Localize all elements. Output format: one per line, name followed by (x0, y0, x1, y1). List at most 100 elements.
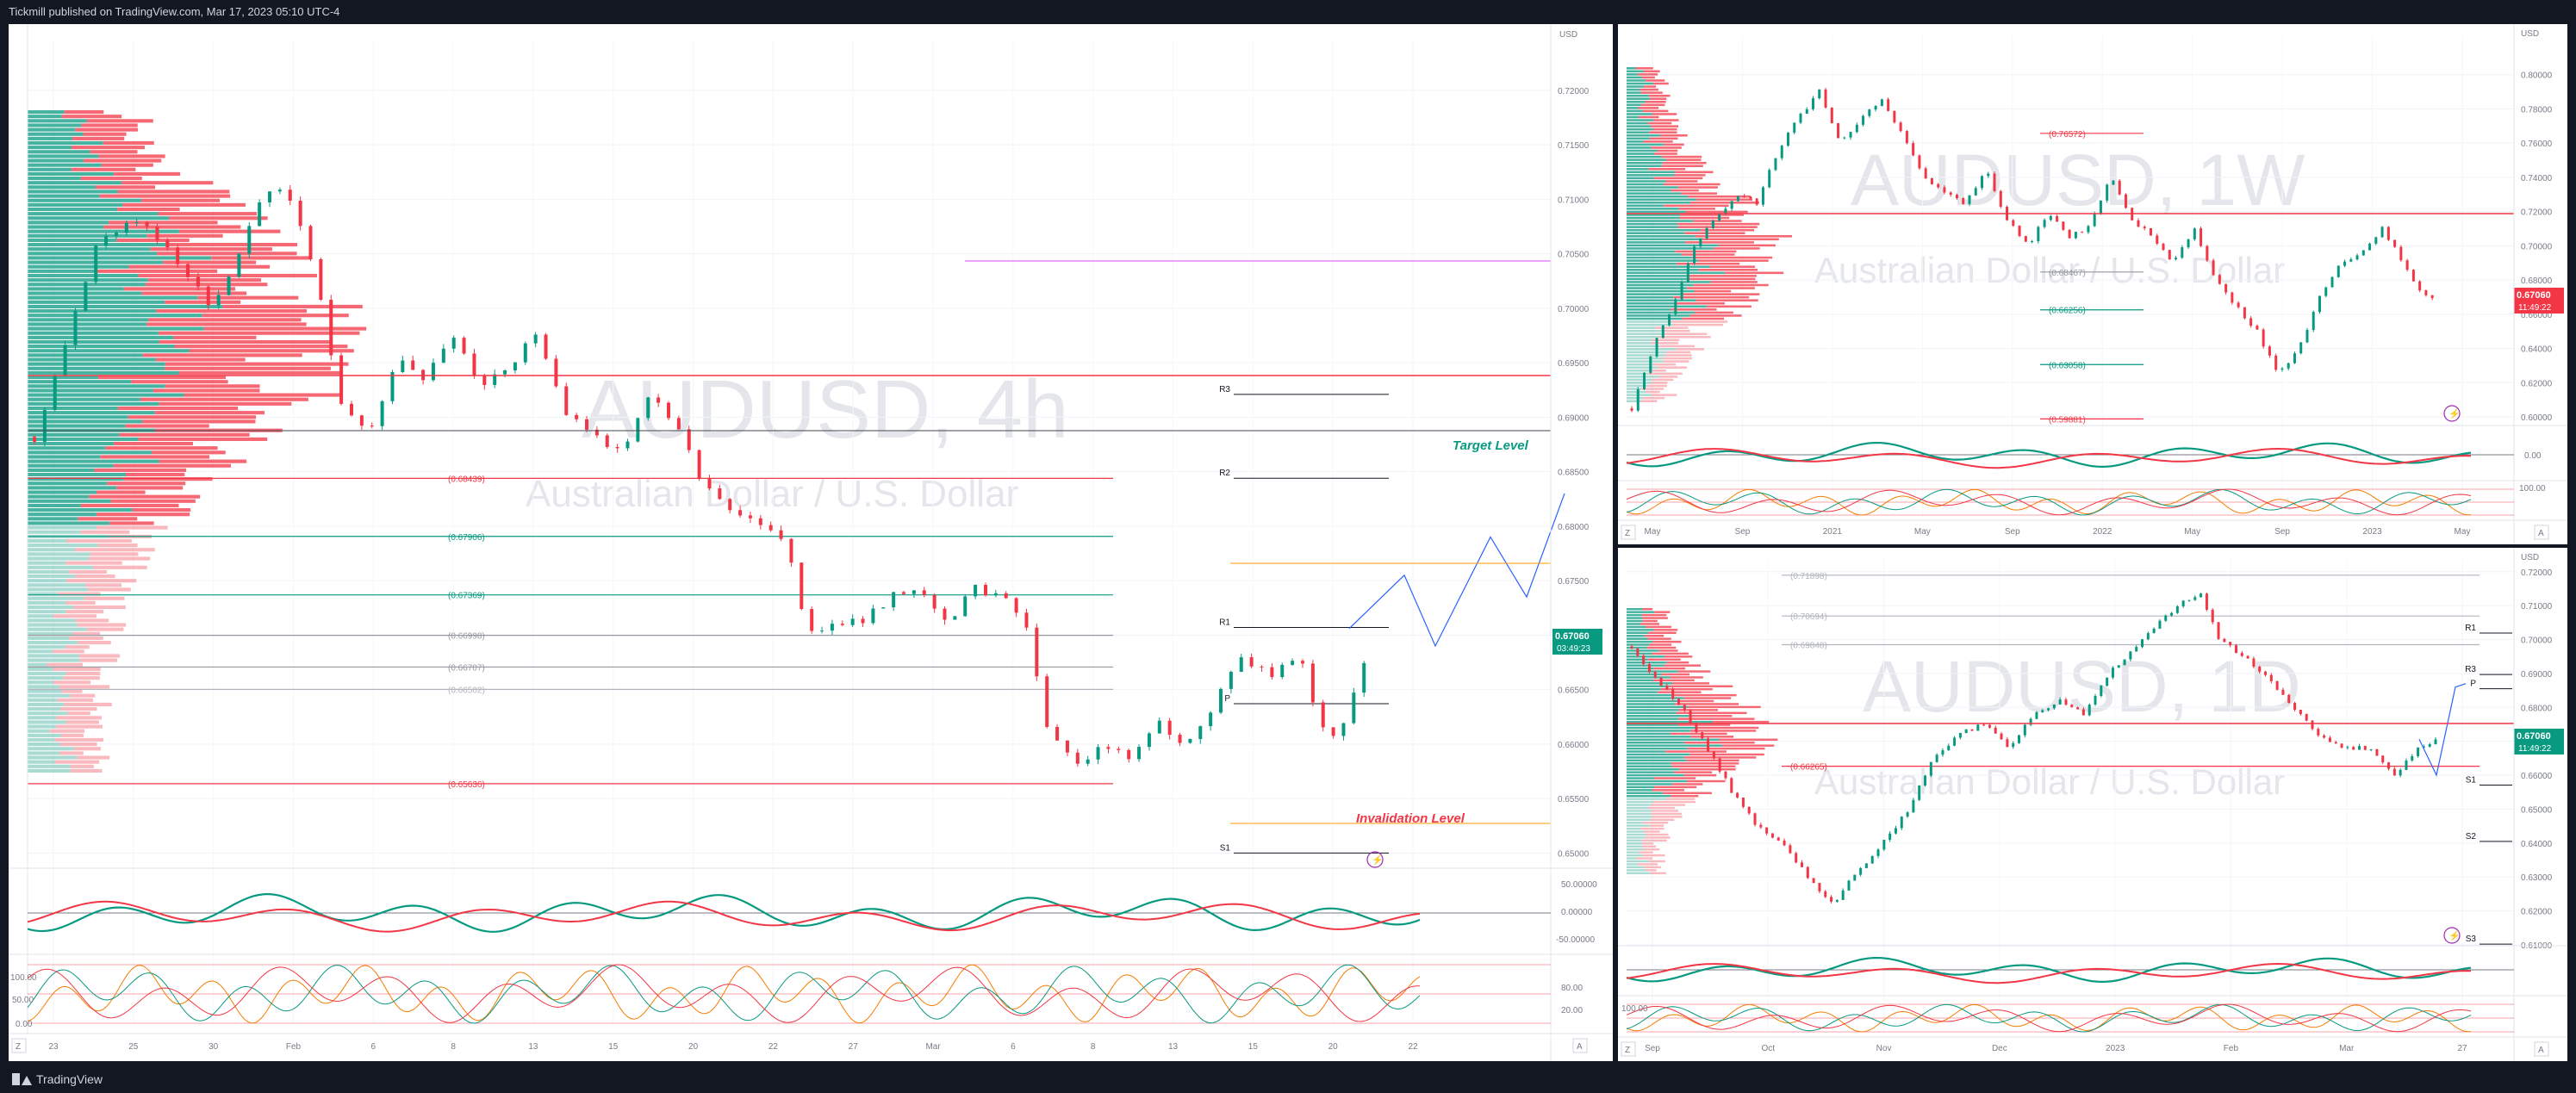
chart-pane-4h[interactable]: AUDUSD, 4h Australian Dollar / U.S. Doll… (9, 24, 1613, 1061)
chart-pane-1w[interactable]: AUDUSD, 1W Australian Dollar / U.S. Doll… (1618, 24, 2567, 544)
volume-bar-up (1627, 795, 1671, 798)
chart-1w-svg[interactable]: AUDUSD, 1W Australian Dollar / U.S. Doll… (1618, 24, 2567, 544)
price-scale[interactable]: 0.80000 0.78000 0.76000 0.74000 0.72000 0.700… (2521, 71, 2553, 423)
price-scale[interactable]: 0.720000.710000.700000.690000.680000.670… (2521, 568, 2553, 951)
candle-body (1918, 155, 1921, 169)
candle-body (523, 343, 527, 363)
volume-bar-up (28, 724, 57, 729)
time-scale[interactable]: Sep Oct Nov Dec 2023 Feb Mar 27 (1645, 1044, 2467, 1053)
oscillator-line (1626, 957, 2472, 984)
volume-bar-up (28, 508, 133, 512)
volume-bar-down (60, 733, 84, 737)
chart-pane-1d[interactable]: AUDUSD, 1D Australian Dollar / U.S. Doll… (1618, 548, 2567, 1061)
tradingview-logo[interactable]: TradingView (12, 1072, 103, 1086)
tradingview-logo-text: TradingView (36, 1072, 103, 1086)
candle-body (33, 437, 36, 442)
volume-bar-up (28, 561, 66, 565)
time-tick-label: 25 (128, 1042, 139, 1052)
volume-bar-up (1627, 287, 1688, 289)
lightning-icon[interactable] (2443, 927, 2461, 944)
volume-bar-down (1652, 363, 1677, 366)
candle-body (656, 397, 661, 403)
candle-body (451, 338, 456, 349)
candle-body (339, 355, 344, 404)
volume-bar-down (141, 291, 247, 295)
volume-bar-down (114, 442, 193, 446)
candle-body (1300, 661, 1304, 664)
volume-bar-up (28, 702, 65, 706)
chart-1d-svg[interactable]: AUDUSD, 1D Australian Dollar / U.S. Doll… (1618, 548, 2567, 1061)
candle-body (2118, 180, 2121, 195)
candle-body (2434, 739, 2437, 745)
candle-body (1930, 178, 1933, 184)
volume-bar-up (1627, 818, 1651, 821)
candle-body (2018, 226, 2021, 237)
price-scale[interactable]: 0.72000 0.71500 0.71000 0.70500 0.70000 0.695… (1558, 87, 1590, 859)
volume-bar-up (28, 256, 212, 260)
volume-bar-up (1627, 804, 1652, 806)
candle-body (554, 358, 558, 387)
volume-bar-up (28, 189, 118, 194)
volume-bar-up (28, 737, 55, 742)
candle-body (493, 374, 497, 386)
candle-body (1918, 785, 1921, 800)
volume-bar-up (28, 600, 66, 605)
auto-scale-z-button[interactable] (1621, 525, 1636, 540)
candle-body (53, 375, 57, 411)
volume-bar-up (1627, 244, 1719, 247)
volume-bar-up (28, 627, 87, 631)
volume-bar-up (28, 229, 179, 233)
volume-bar-up (1627, 682, 1673, 685)
candle-body (2181, 600, 2185, 607)
lightning-icon[interactable] (2443, 405, 2461, 422)
volume-bar-up (1627, 220, 1694, 222)
volume-bar-down (1690, 736, 1734, 738)
candle-body (2217, 622, 2220, 639)
auto-scale-a-button[interactable] (2534, 525, 2549, 540)
volume-bar-up (28, 194, 100, 198)
volume-bar-up (1627, 786, 1655, 789)
candle-body (1655, 338, 1658, 357)
lightning-icon[interactable] (1366, 851, 1384, 868)
chart-4h-svg[interactable]: AUDUSD, 4h Australian Dollar / U.S. Doll… (9, 24, 1613, 1061)
bar-countdown: 03:49:23 (1557, 644, 1590, 654)
volume-bar-down (1662, 161, 1707, 165)
auto-scale-a-button[interactable] (2534, 1041, 2549, 1057)
volume-bar-down (76, 755, 110, 760)
volume-bar-down (1694, 311, 1733, 314)
volume-bar-down (1641, 842, 1654, 845)
volume-bar-up (1627, 271, 1725, 275)
candle-body (2293, 703, 2297, 711)
volume-bar-down (1649, 860, 1665, 863)
auto-scale-z-button[interactable] (1621, 1041, 1636, 1057)
auto-scale-a-button[interactable] (1572, 1038, 1588, 1053)
volume-bar-down (69, 636, 103, 640)
volume-bar-up (1627, 342, 1652, 345)
volume-bar-down (1696, 198, 1753, 201)
volume-bar-up (1627, 631, 1649, 634)
level-label: (0.66256) (2049, 307, 2086, 316)
candle-body (2023, 724, 2026, 736)
candle-body (1868, 109, 1871, 116)
volume-bar-down (1687, 287, 1755, 289)
candle-body (1649, 356, 1652, 373)
volume-bar-down (145, 283, 268, 287)
candle-body (2070, 705, 2074, 708)
candle-body (1887, 99, 1890, 111)
price-tick-label: 0.68000 (2521, 276, 2553, 286)
volume-bar-up (1627, 730, 1690, 732)
candle-body (2323, 735, 2326, 738)
time-scale[interactable]: 23 25 30 Feb 6 8 13 15 20 22 27 Mar 6 8 13 15 20 22 (48, 1042, 1418, 1052)
auto-scale-z-button[interactable] (11, 1038, 27, 1053)
candle-body (441, 348, 445, 363)
volume-bar-up (1627, 189, 1671, 192)
candle-body (1900, 817, 1903, 829)
volume-bar-down (1642, 608, 1653, 611)
volume-bar-up (1627, 329, 1663, 332)
candle-body (1755, 198, 1758, 205)
candle-body (2405, 760, 2408, 770)
level-label: (0.66998) (448, 632, 485, 642)
time-scale[interactable]: May Sep 2021 May Sep 2022 May Sep 2023 May (1645, 527, 2471, 537)
candle-body (2158, 620, 2162, 629)
volume-bar-up (28, 177, 81, 181)
